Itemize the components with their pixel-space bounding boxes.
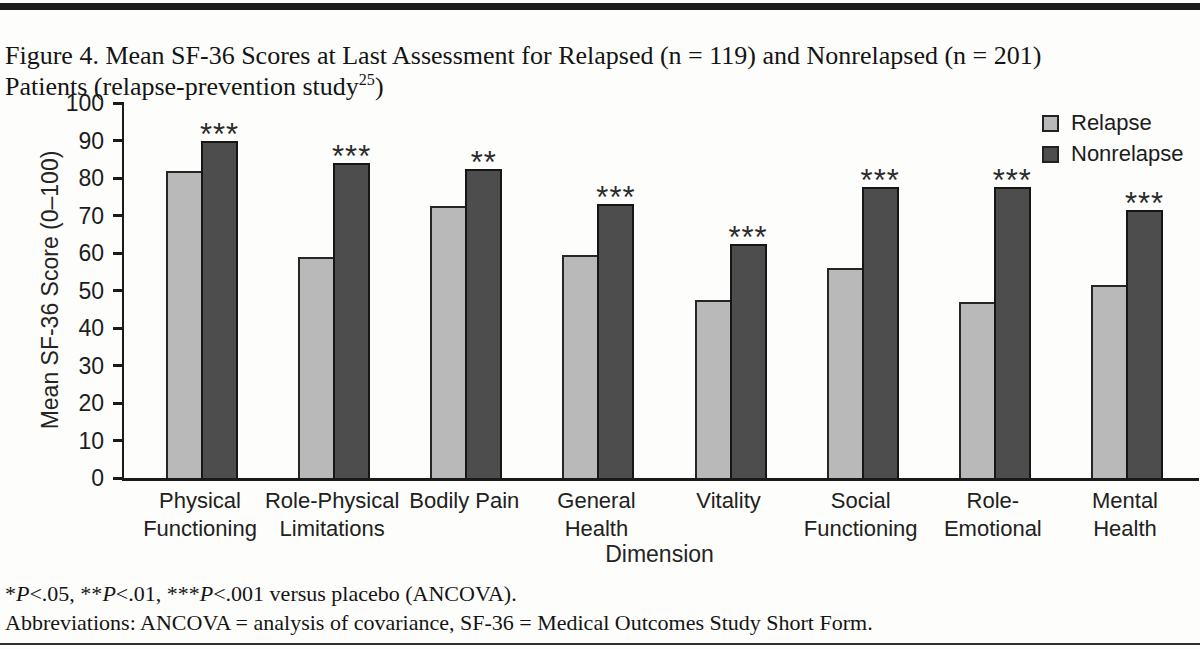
significance-marker: *** [858,165,903,196]
bar-group: ** [430,103,502,478]
y-axis-tick [113,477,124,480]
footnote-italic-segment: P [16,581,29,606]
bar-group: *** [562,103,634,478]
y-axis-tick [113,327,124,330]
figure-title-line2-close: ) [375,72,384,101]
significance-marker: *** [329,141,374,172]
significance-marker: *** [1122,188,1167,219]
y-axis-tick [113,102,124,105]
relapse-bar [1091,285,1128,478]
relapse-bar [166,171,203,479]
bar-group: *** [298,103,370,478]
nonrelapse-bar [1126,210,1163,478]
relapse-bar [562,255,599,478]
y-axis-tick-label: 20 [32,389,104,417]
footnote-segment: <.05, ** [29,581,102,606]
bottom-rule [0,643,1200,645]
y-axis-tick [113,214,124,217]
bar-group: *** [695,103,767,478]
significance-marker: *** [197,119,242,150]
footnote-italic-segment: P [200,581,213,606]
y-axis-tick-label: 10 [32,427,104,455]
y-axis-tick-label: 50 [32,277,104,305]
nonrelapse-bar [465,169,502,478]
nonrelapse-swatch-icon [1042,146,1059,163]
plot-area: RelapseNonrelapse 0102030405060708090100… [122,103,1199,481]
y-axis-tick [113,139,124,142]
bar-group: *** [959,103,1031,478]
nonrelapse-bar [994,187,1031,478]
bar-group: *** [166,103,238,478]
significance-marker: *** [726,222,771,253]
footnote-segment: <.001 versus placebo (ANCOVA). [213,581,516,606]
y-axis-tick-label: 90 [32,127,104,155]
nonrelapse-bar [730,244,767,478]
figure-title-line2: Patients (relapse-prevention study25) [5,71,1195,102]
footnote-segment: <.01, *** [116,581,200,606]
abbreviations-footnote: Abbreviations: ANCOVA = analysis of cova… [5,608,1195,637]
relapse-bar [695,300,732,478]
y-axis-tick-label: 100 [32,89,104,117]
category-label: Mental Health [1045,487,1200,543]
relapse-bar [827,268,864,478]
significance-footnote: *P<.05, **P<.01, ***P<.001 versus placeb… [5,579,1195,608]
footnotes: *P<.05, **P<.01, ***P<.001 versus placeb… [5,579,1195,637]
nonrelapse-bar [862,187,899,478]
x-axis-title: Dimension [122,541,1197,568]
bar-group: *** [827,103,899,478]
footnote-italic-segment: P [102,581,115,606]
y-axis-tick [113,364,124,367]
y-axis-tick-label: 0 [32,464,104,492]
y-axis-tick [113,402,124,405]
y-axis-tick [113,177,124,180]
y-axis-tick-label: 60 [32,239,104,267]
nonrelapse-bar [201,141,238,479]
y-axis-tick [113,252,124,255]
figure-page: Figure 4. Mean SF-36 Scores at Last Asse… [0,0,1200,649]
top-rule [0,3,1200,10]
relapse-swatch-icon [1042,115,1059,132]
nonrelapse-bar [333,163,370,478]
nonrelapse-bar [597,204,634,478]
relapse-bar [430,206,467,478]
reference-superscript: 25 [359,71,375,88]
y-axis-tick-label: 30 [32,352,104,380]
relapse-bar [298,257,335,478]
bar-group: *** [1091,103,1163,478]
significance-marker: ** [461,147,506,178]
y-axis-tick-label: 80 [32,164,104,192]
figure-title-line1: Figure 4. Mean SF-36 Scores at Last Asse… [5,40,1195,71]
significance-marker: *** [990,165,1035,196]
relapse-bar [959,302,996,478]
footnote-segment: * [5,581,16,606]
y-axis-tick-label: 70 [32,202,104,230]
figure-title: Figure 4. Mean SF-36 Scores at Last Asse… [5,40,1195,102]
significance-marker: *** [593,182,638,213]
y-axis-tick [113,439,124,442]
y-axis-tick-label: 40 [32,314,104,342]
y-axis-tick [113,289,124,292]
